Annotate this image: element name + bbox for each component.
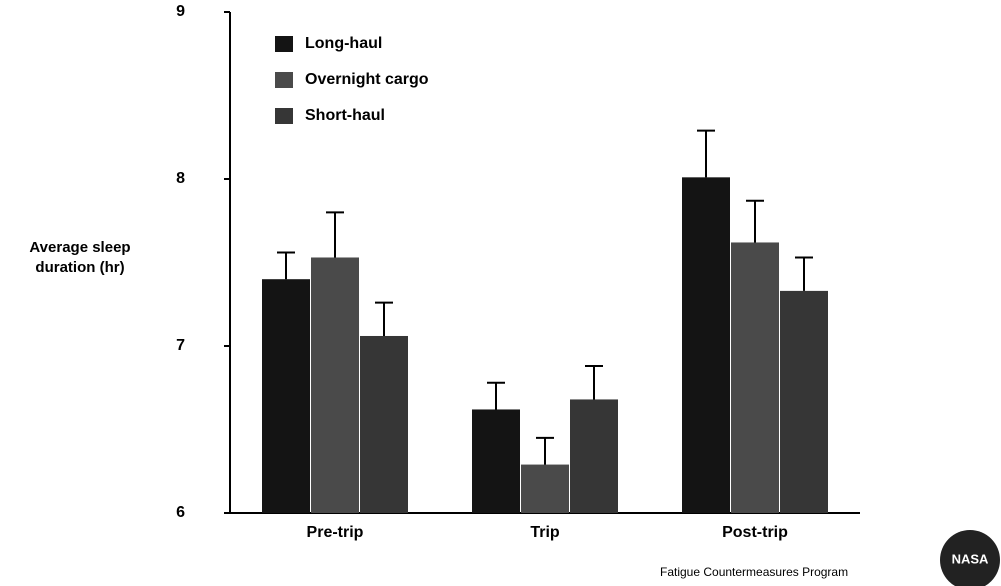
bar	[521, 464, 569, 513]
legend-swatch	[275, 72, 293, 88]
bar	[682, 177, 730, 513]
error-bar	[375, 301, 393, 336]
legend-swatch	[275, 108, 293, 124]
logo: NASA	[952, 551, 989, 566]
bar	[731, 242, 779, 513]
error-bar	[326, 211, 344, 258]
error-bar	[585, 365, 603, 400]
logo-badge	[940, 530, 1000, 586]
footer: Fatigue Countermeasures Program	[660, 565, 849, 579]
bar	[311, 257, 359, 513]
error-bar	[697, 129, 715, 178]
y-tick-label: 7	[176, 337, 185, 354]
error-bar	[536, 436, 554, 465]
y-tick-label: 9	[176, 3, 185, 20]
legend-label: Overnight cargo	[305, 71, 429, 88]
legend-label: Long-haul	[305, 35, 382, 52]
y-tick-label: 8	[176, 170, 185, 187]
error-bar	[277, 251, 295, 280]
legend-swatch	[275, 36, 293, 52]
x-tick-label: Post-trip	[722, 524, 788, 541]
bar	[262, 279, 310, 513]
bar	[570, 399, 618, 513]
y-tick-label: 6	[176, 504, 185, 521]
legend-label: Short-haul	[305, 107, 385, 124]
error-bar	[487, 381, 505, 410]
bar	[472, 409, 520, 513]
bar	[780, 290, 828, 513]
bar	[360, 335, 408, 513]
y-axis-title: Average sleep duration (hr)	[29, 239, 131, 276]
error-bar	[746, 199, 764, 243]
error-bar	[795, 256, 813, 291]
x-tick-label: Trip	[530, 524, 560, 541]
x-tick-label: Pre-trip	[307, 524, 364, 541]
